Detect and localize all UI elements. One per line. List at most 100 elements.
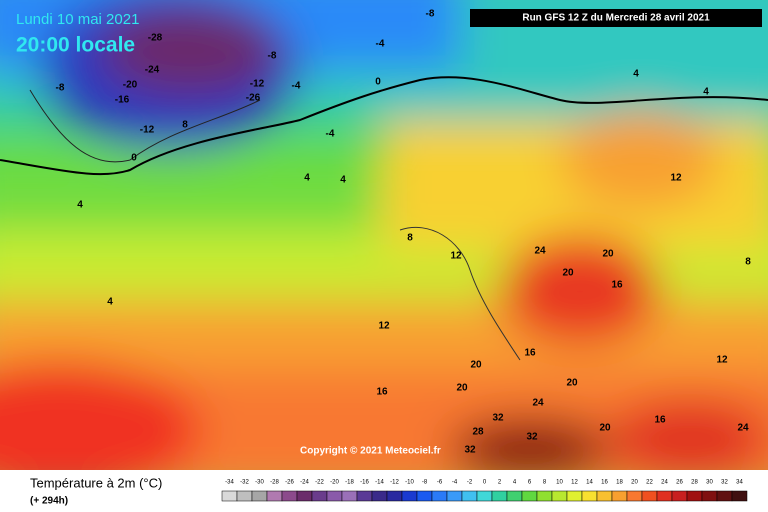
colorbar-cell bbox=[266, 490, 283, 502]
temperature-label: 0 bbox=[131, 153, 137, 164]
colorbar-cell bbox=[221, 490, 238, 502]
colorbar-cell bbox=[491, 490, 508, 502]
map-labels: -8 -28 -24 -8 -4 -20 -16 -12 -4 -26 -8 -12 8 0 0 4 4 -4 4 8… bbox=[56, 9, 752, 456]
colorbar-label: -2 bbox=[467, 480, 473, 486]
colorbar-label: 10 bbox=[556, 480, 563, 486]
map-time: 20:00 locale bbox=[16, 34, 135, 57]
temperature-label: -26 bbox=[246, 93, 261, 104]
colorbar-cell bbox=[626, 490, 643, 502]
colorbar-label: -22 bbox=[315, 480, 324, 486]
colorbar-cell bbox=[461, 490, 478, 502]
temperature-label: 4 bbox=[304, 173, 310, 184]
colorbar-cell bbox=[641, 490, 658, 502]
temperature-label: 4 bbox=[77, 200, 83, 211]
colorbar-label: -28 bbox=[270, 480, 279, 486]
temperature-label: -8 bbox=[268, 51, 277, 62]
colorbar-cell bbox=[731, 490, 748, 502]
temperature-label: 20 bbox=[599, 423, 611, 434]
colorbar-cell bbox=[446, 490, 463, 502]
temperature-label: 12 bbox=[450, 251, 462, 262]
colorbar-label: -30 bbox=[255, 480, 264, 486]
colorbar-cell bbox=[386, 490, 403, 502]
temperature-label: -4 bbox=[376, 39, 385, 50]
colorbar-cell bbox=[236, 490, 253, 502]
colorbar-label: 14 bbox=[586, 480, 593, 486]
colorbar-label: -12 bbox=[390, 480, 399, 486]
temperature-label: -8 bbox=[56, 83, 65, 94]
temperature-label: 24 bbox=[534, 246, 546, 257]
temperature-label: 20 bbox=[470, 360, 482, 371]
temperature-label: 4 bbox=[703, 87, 709, 98]
map-date: Lundi 10 mai 2021 bbox=[16, 11, 139, 28]
colorbar-cell bbox=[341, 490, 358, 502]
temperature-label: 24 bbox=[532, 398, 544, 409]
temperature-label: -24 bbox=[145, 65, 160, 76]
colorbar-label: 20 bbox=[631, 480, 638, 486]
temperature-label: 4 bbox=[107, 297, 113, 308]
colorbar-cell bbox=[326, 490, 343, 502]
temperature-label: 20 bbox=[562, 268, 574, 279]
colorbar-label: 24 bbox=[661, 480, 668, 486]
forecast-lead: (+ 294h) bbox=[30, 496, 68, 507]
colorbar-label: -6 bbox=[437, 480, 443, 486]
colorbar-cell bbox=[371, 490, 388, 502]
colorbar-cell bbox=[536, 490, 553, 502]
temperature-label: 32 bbox=[526, 432, 538, 443]
colorbar-label: 26 bbox=[676, 480, 683, 486]
colorbar-label: 34 bbox=[736, 480, 743, 486]
colorbar-label: 32 bbox=[721, 480, 728, 486]
temperature-label: 16 bbox=[611, 280, 623, 291]
colorbar-label: -14 bbox=[375, 480, 384, 486]
colorbar-label: 18 bbox=[616, 480, 623, 486]
colorbar-label: 30 bbox=[706, 480, 713, 486]
temperature-label: 4 bbox=[633, 69, 639, 80]
colorbar-label: 4 bbox=[513, 480, 517, 486]
temperature-label: 8 bbox=[182, 120, 188, 131]
colorbar-cell bbox=[251, 490, 268, 502]
colorbar-label: 16 bbox=[601, 480, 608, 486]
temperature-label: -4 bbox=[326, 129, 335, 140]
temperature-label: 16 bbox=[524, 348, 536, 359]
colorbar-cell bbox=[506, 490, 523, 502]
colorbar-label: -32 bbox=[240, 480, 249, 486]
colorbar-cell bbox=[281, 490, 298, 502]
colorbar-cell bbox=[521, 490, 538, 502]
colorbar-cell bbox=[581, 490, 598, 502]
colorbar-cell bbox=[431, 490, 448, 502]
colorbar-cell bbox=[401, 490, 418, 502]
temperature-label: 0 bbox=[375, 77, 381, 88]
colorbar-cell bbox=[566, 490, 583, 502]
temperature-label: 16 bbox=[654, 415, 666, 426]
temperature-label: -20 bbox=[123, 80, 138, 91]
temperature-label: 28 bbox=[472, 427, 484, 438]
colorbar-label: -24 bbox=[300, 480, 309, 486]
colorbar-label: -4 bbox=[452, 480, 458, 486]
colorbar: -34 -32 -30 -28 -26 -24 -22 -20 -18 -16 -14 -12 -10-… bbox=[221, 480, 748, 502]
colorbar-label: -10 bbox=[405, 480, 414, 486]
colorbar-cell bbox=[596, 490, 613, 502]
temperature-label: -8 bbox=[426, 9, 435, 20]
run-box bbox=[470, 9, 762, 27]
temperature-label: -16 bbox=[115, 95, 130, 106]
colorbar-label: -26 bbox=[285, 480, 294, 486]
temperature-label: 12 bbox=[378, 321, 390, 332]
temperature-label: 12 bbox=[716, 355, 728, 366]
temperature-label: 20 bbox=[566, 378, 578, 389]
colorbar-cell bbox=[701, 490, 718, 502]
colorbar-cell bbox=[416, 490, 433, 502]
colorbar-cell bbox=[656, 490, 673, 502]
colorbar-cell bbox=[296, 490, 313, 502]
temperature-label: 4 bbox=[340, 175, 346, 186]
colorbar-label: 2 bbox=[498, 480, 502, 486]
colorbar-label: 8 bbox=[543, 480, 547, 486]
temperature-label: -28 bbox=[148, 33, 163, 44]
run-info: Run GFS 12 Z du Mercredi 28 avril 2021 bbox=[522, 13, 710, 24]
temperature-label: 20 bbox=[602, 249, 614, 260]
colorbar-cell bbox=[551, 490, 568, 502]
colorbar-label: -8 bbox=[422, 480, 428, 486]
colorbar-cell bbox=[686, 490, 703, 502]
colorbar-cell bbox=[671, 490, 688, 502]
colorbar-label: 28 bbox=[691, 480, 698, 486]
colorbar-label: -18 bbox=[345, 480, 354, 486]
temperature-field bbox=[0, 0, 768, 470]
